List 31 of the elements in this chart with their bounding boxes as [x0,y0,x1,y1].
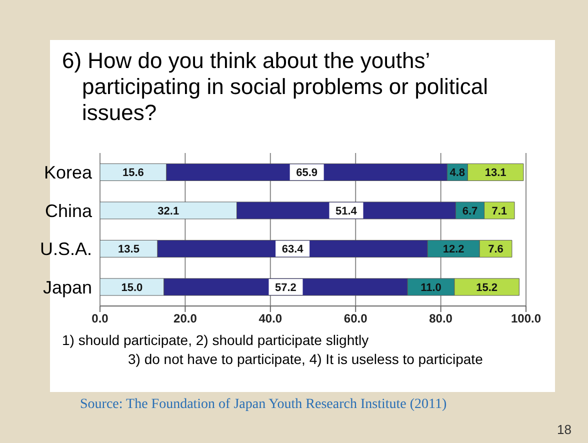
data-label: 7.1 [492,205,508,218]
x-tick-label: 100.0 [510,312,542,326]
data-label: 57.2 [275,282,296,294]
y-tick-label: Japan [42,277,92,298]
y-tick-label: Korea [44,162,93,183]
x-tick-label: 40.0 [258,312,282,326]
source-note: Source: The Foundation of Japan Youth Research Institute (2011) [80,397,447,413]
x-tick-label: 20.0 [174,312,198,326]
x-tick-label: 60.0 [344,312,368,326]
data-label: 13.1 [484,167,506,180]
data-label: 4.8 [450,167,466,180]
data-label: 12.2 [442,244,464,256]
data-label: 65.9 [296,167,318,180]
chart-title: 6) How do you think about the youths’ participating in social problems or political issues? [62,48,489,126]
data-label: 15.0 [121,282,143,294]
text: 18 [557,422,572,437]
data-label: 51.4 [336,205,358,218]
y-tick-label: U.S.A. [40,239,92,260]
data-label: 11.0 [420,282,442,294]
data-label: 6.7 [462,205,478,218]
x-tick-label: 0.0 [92,312,109,326]
data-label: 7.6 [488,244,504,256]
data-label: 32.1 [158,205,180,218]
text: 1) should participate, 2) should participate slightly [62,332,369,348]
data-label: 63.4 [282,244,304,256]
data-label: 15.2 [476,282,498,294]
x-tick-label: 80.0 [429,312,453,326]
data-label: 15.6 [122,167,144,180]
text: 3) do not have to participate, 4) It is useless to participate [128,351,483,367]
data-label: 13.5 [118,244,140,256]
y-tick-label: China [44,200,93,221]
